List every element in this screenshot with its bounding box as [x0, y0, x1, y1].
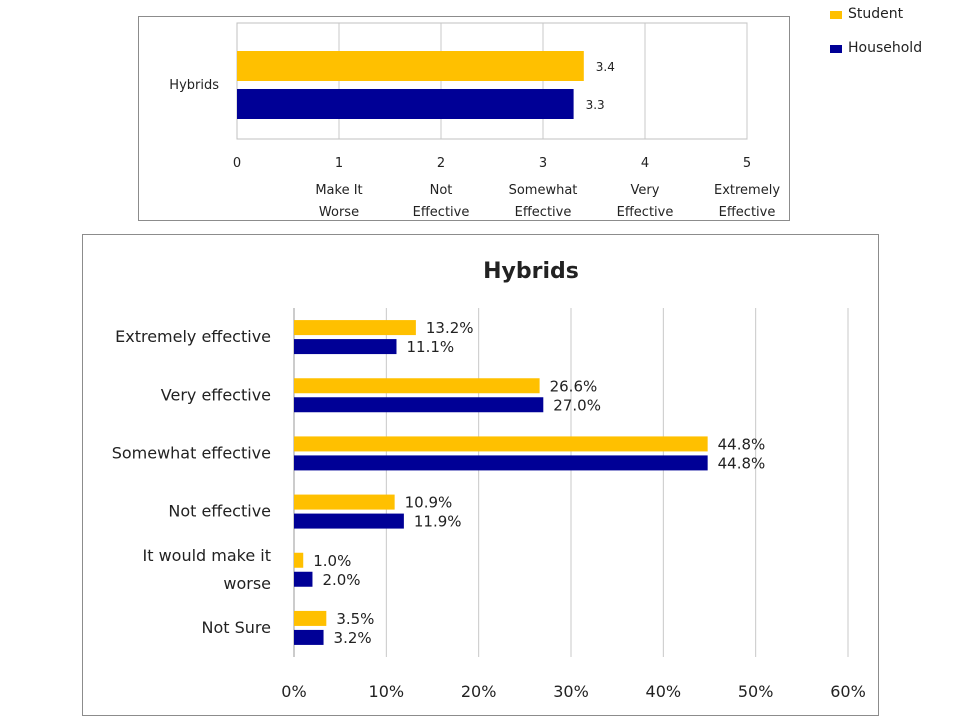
x-tick-label-5: 5: [743, 156, 751, 171]
x-tick-label-1: 1: [335, 156, 343, 171]
category-label-it-would-make-it-worse-0: It would make it: [142, 546, 271, 565]
x-tick-sublabel-5-0: Extremely: [714, 183, 780, 198]
x-tick-label-50: 50%: [738, 682, 774, 701]
bar-household-extremely-effective: [294, 339, 397, 355]
data-label-student-somewhat-effective: 44.8%: [718, 435, 766, 453]
bar-household-not-sure: [294, 629, 324, 645]
data-label-student-not-sure: 3.5%: [336, 610, 374, 628]
bar-student-not-effective: [294, 494, 395, 510]
x-tick-label-4: 4: [641, 156, 649, 171]
x-tick-label-0: 0: [233, 156, 241, 171]
bar-student-it-would-make-it-worse: [294, 552, 304, 568]
bar-household-not-effective: [294, 513, 404, 529]
x-tick-label-30: 30%: [553, 682, 589, 701]
category-label-not-effective: Not effective: [168, 502, 271, 521]
data-label-student-hybrids: 3.4: [596, 60, 615, 74]
legend-swatch-household: [830, 45, 842, 53]
category-label-not-sure: Not Sure: [202, 618, 271, 637]
x-tick-label-40: 40%: [646, 682, 682, 701]
data-label-student-it-would-make-it-worse: 1.0%: [313, 552, 351, 570]
x-tick-label-10: 10%: [369, 682, 405, 701]
chart-title: Hybrids: [483, 259, 579, 284]
x-tick-sublabel-1-0: Make It: [315, 183, 362, 198]
bar-student-not-sure: [294, 610, 327, 626]
x-tick-sublabel-2-0: Not: [430, 183, 453, 198]
category-label-extremely-effective: Extremely effective: [115, 327, 271, 346]
bottom-chart-panel: Hybrids 0% 10% 20% 30% 40% 50% 60% Extremely eff…: [82, 234, 879, 716]
bar-household-very-effective: [294, 397, 544, 413]
data-label-household-extremely-effective: 11.1%: [406, 338, 454, 356]
x-tick-label-0: 0%: [281, 682, 306, 701]
bar-household-hybrids: [237, 89, 574, 119]
x-tick-label-20: 20%: [461, 682, 497, 701]
x-tick-sublabel-5-1: Effective: [719, 205, 776, 220]
x-tick-label-3: 3: [539, 156, 547, 171]
bottom-bar-chart: Hybrids 0% 10% 20% 30% 40% 50% 60% Extremely eff…: [112, 259, 866, 701]
category-label-very-effective: Very effective: [161, 385, 271, 404]
top-chart-panel: 0 1 Make It Worse 2 Not Effective 3 Somewhat Effe…: [138, 16, 790, 221]
data-label-household-not-sure: 3.2%: [334, 629, 372, 647]
x-tick-label-2: 2: [437, 156, 445, 171]
bar-student-very-effective: [294, 378, 540, 394]
data-label-household-not-effective: 11.9%: [414, 513, 462, 531]
legend: Student Household: [830, 6, 955, 74]
bar-household-somewhat-effective: [294, 455, 708, 471]
x-tick-label-60: 60%: [830, 682, 866, 701]
x-tick-sublabel-2-1: Effective: [413, 205, 470, 220]
bar-student-hybrids: [237, 51, 584, 81]
data-label-household-hybrids: 3.3: [586, 98, 605, 112]
category-label-hybrids: Hybrids: [169, 78, 219, 93]
data-label-student-extremely-effective: 13.2%: [426, 319, 474, 337]
x-tick-sublabel-4-1: Effective: [617, 205, 674, 220]
bar-household-it-would-make-it-worse: [294, 571, 313, 587]
x-tick-sublabel-1-1: Worse: [319, 205, 359, 220]
legend-item-student: Student: [830, 6, 955, 26]
legend-swatch-student: [830, 11, 842, 19]
bar-student-extremely-effective: [294, 320, 416, 336]
data-label-student-not-effective: 10.9%: [405, 494, 453, 512]
data-label-household-very-effective: 27.0%: [553, 396, 601, 414]
category-label-it-would-make-it-worse-1: worse: [223, 574, 271, 593]
data-label-student-very-effective: 26.6%: [550, 377, 598, 395]
legend-label-household: Household: [848, 40, 923, 56]
x-tick-sublabel-3-1: Effective: [515, 205, 572, 220]
legend-label-student: Student: [848, 6, 904, 22]
x-tick-sublabel-3-0: Somewhat: [509, 183, 578, 198]
bar-student-somewhat-effective: [294, 436, 708, 452]
top-bar-chart: 0 1 Make It Worse 2 Not Effective 3 Somewhat Effe…: [169, 22, 780, 220]
legend-item-household: Household: [830, 40, 955, 60]
category-label-somewhat-effective: Somewhat effective: [112, 443, 271, 462]
data-label-household-somewhat-effective: 44.8%: [718, 454, 766, 472]
data-label-household-it-would-make-it-worse: 2.0%: [322, 571, 360, 589]
x-tick-sublabel-4-0: Very: [631, 183, 660, 198]
